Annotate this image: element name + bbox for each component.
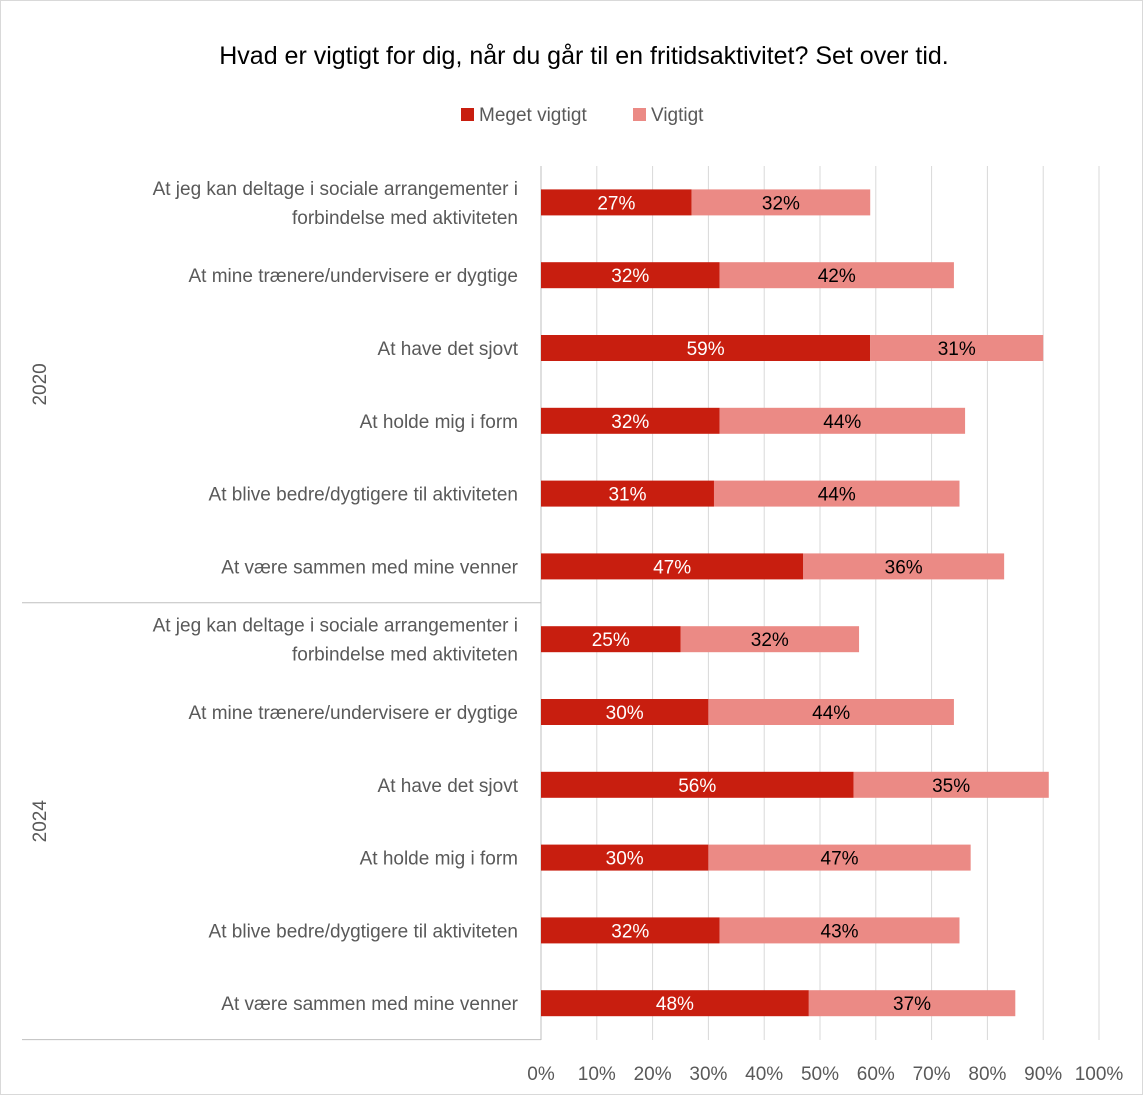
- data-label: 42%: [818, 266, 856, 287]
- x-tick-label: 70%: [913, 1064, 951, 1085]
- bar-meget-vigtigt: [541, 262, 720, 289]
- category-label: At blive bedre/dygtigere til aktiviteten: [209, 921, 518, 942]
- axes: 0% 10% 20% 30% 40% 50% 60% 70% 80% 90% 100%: [22, 166, 1123, 1085]
- bar-vigtigt: [713, 480, 960, 507]
- data-label: 30%: [606, 849, 644, 870]
- bar-vigtigt: [708, 844, 971, 871]
- bar-meget-vigtigt: [541, 189, 692, 216]
- bar-meget-vigtigt: [541, 553, 804, 580]
- bar-vigtigt: [719, 407, 966, 434]
- legend-swatch-vigtigt: [633, 108, 646, 121]
- data-label: 31%: [938, 339, 976, 360]
- bar-meget-vigtigt: [541, 844, 709, 871]
- data-label: 44%: [812, 703, 850, 724]
- data-label: 32%: [611, 412, 649, 433]
- x-tick-label: 60%: [857, 1064, 895, 1085]
- data-label: 32%: [611, 921, 649, 942]
- x-tick-label: 0%: [527, 1064, 555, 1085]
- bar-vigtigt: [708, 699, 954, 725]
- category-label: At have det sjovt: [378, 339, 519, 360]
- data-label: 44%: [823, 412, 861, 433]
- x-tick-label: 30%: [689, 1064, 727, 1085]
- x-tick-label: 50%: [801, 1064, 839, 1085]
- x-tick-label: 40%: [745, 1064, 783, 1085]
- bar-vigtigt: [680, 626, 860, 653]
- data-label: 35%: [932, 776, 970, 797]
- bar-meget-vigtigt: [541, 917, 720, 944]
- data-label: 59%: [687, 339, 725, 360]
- legend-label-meget-vigtigt: Meget vigtigt: [479, 105, 587, 126]
- data-label: 25%: [592, 630, 630, 651]
- bar-vigtigt: [853, 771, 1049, 798]
- bar-vigtigt: [719, 262, 954, 289]
- legend-label-vigtigt: Vigtigt: [651, 105, 704, 126]
- bar-meget-vigtigt: [541, 407, 720, 434]
- chart-title: Hvad er vigtigt for dig, når du går til …: [219, 42, 949, 70]
- legend: Meget vigtigt Vigtigt: [461, 105, 704, 126]
- bar-meget-vigtigt: [541, 480, 714, 507]
- gridlines: [596, 166, 1100, 1040]
- category-label: At være sammen med mine venner: [221, 557, 518, 578]
- data-label: 56%: [678, 776, 716, 797]
- data-label: 32%: [751, 630, 789, 651]
- x-tick-label: 10%: [578, 1064, 616, 1085]
- labels: At jeg kan deltage i sociale arrangement…: [30, 179, 976, 1015]
- category-label: At holde mig i form: [360, 412, 518, 433]
- data-label: 43%: [821, 921, 859, 942]
- category-label: At jeg kan deltage i sociale arrangement…: [153, 179, 518, 200]
- category-label: At holde mig i form: [360, 849, 518, 870]
- category-label: forbindelse med aktiviteten: [292, 645, 518, 666]
- category-label: At mine trænere/undervisere er dygtige: [189, 266, 519, 287]
- bar-vigtigt: [803, 553, 1005, 580]
- x-tick-label: 20%: [634, 1064, 672, 1085]
- bar-meget-vigtigt: [541, 626, 681, 653]
- data-label: 47%: [821, 849, 859, 870]
- bar-meget-vigtigt: [541, 335, 871, 361]
- category-label: At blive bedre/dygtigere til aktiviteten: [209, 485, 518, 506]
- data-label: 47%: [653, 557, 691, 578]
- x-tick-label: 90%: [1024, 1064, 1062, 1085]
- data-label: 27%: [597, 193, 635, 214]
- group-label: 2020: [30, 363, 51, 405]
- data-label: 44%: [818, 485, 856, 506]
- category-label: At jeg kan deltage i sociale arrangement…: [153, 616, 518, 637]
- bar-vigtigt: [691, 189, 871, 216]
- data-label: 32%: [611, 266, 649, 287]
- data-label: 48%: [656, 994, 694, 1015]
- data-label: 36%: [885, 557, 923, 578]
- category-label: At have det sjovt: [378, 776, 519, 797]
- bar-vigtigt: [870, 335, 1044, 361]
- data-label: 32%: [762, 193, 800, 214]
- bar-meget-vigtigt: [541, 990, 809, 1017]
- category-label: forbindelse med aktiviteten: [292, 208, 518, 229]
- bar-meget-vigtigt: [541, 699, 709, 725]
- bar-meget-vigtigt: [541, 771, 854, 798]
- data-label: 37%: [893, 994, 931, 1015]
- category-label: At mine trænere/undervisere er dygtige: [189, 703, 519, 724]
- x-tick-label: 80%: [968, 1064, 1006, 1085]
- x-tick-label: 100%: [1075, 1064, 1124, 1085]
- category-label: At være sammen med mine venner: [221, 994, 518, 1015]
- legend-swatch-meget-vigtigt: [461, 108, 474, 121]
- bar-vigtigt: [808, 990, 1016, 1017]
- data-label: 31%: [608, 485, 646, 506]
- bars: [541, 189, 1049, 1017]
- group-label: 2024: [30, 800, 51, 843]
- bar-vigtigt: [719, 917, 960, 944]
- data-label: 30%: [606, 703, 644, 724]
